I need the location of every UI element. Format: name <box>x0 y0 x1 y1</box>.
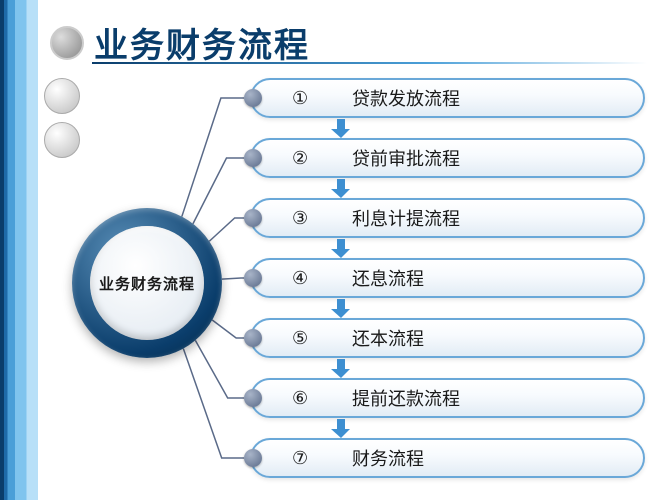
step-number: ① <box>292 88 332 109</box>
steps-list: ① 贷款发放流程 ② 贷前审批流程 ③ 利息计提流程 ④ 还息流程 ⑤ 还本流程 ⑥ 提前还款流程 ⑦财… <box>250 78 645 498</box>
hub-circle: 业务财务流程 <box>72 208 222 358</box>
side-icon-2 <box>44 122 80 158</box>
flow-arrow-icon <box>330 297 352 319</box>
title-underline <box>92 62 647 64</box>
step-pill: ① 贷款发放流程 <box>250 78 645 118</box>
page-title: 业务财务流程 <box>94 18 310 67</box>
step-label: 还本流程 <box>352 325 424 351</box>
step-pill: ⑥ 提前还款流程 <box>250 378 645 418</box>
step-label: 贷前审批流程 <box>352 145 460 171</box>
hub-label: 业务财务流程 <box>99 273 195 294</box>
step-row-4: ④ 还息流程 <box>250 258 645 298</box>
step-label: 财务流程 <box>352 445 424 471</box>
step-pill: ⑦ 财务流程 <box>250 438 645 478</box>
step-row-1: ① 贷款发放流程 <box>250 78 645 118</box>
flow-arrow-icon <box>330 177 352 199</box>
title-icon <box>50 26 84 60</box>
hub-inner-circle: 业务财务流程 <box>90 226 204 340</box>
step-number: ② <box>292 148 332 169</box>
step-number: ⑦ <box>292 448 332 469</box>
step-row-5: ⑤ 还本流程 <box>250 318 645 358</box>
step-row-6: ⑥ 提前还款流程 <box>250 378 645 418</box>
step-label: 提前还款流程 <box>352 385 460 411</box>
step-row-3: ③ 利息计提流程 <box>250 198 645 238</box>
flow-arrow-icon <box>330 237 352 259</box>
step-dot <box>244 149 262 167</box>
step-pill: ② 贷前审批流程 <box>250 138 645 178</box>
flow-arrow-icon <box>330 117 352 139</box>
step-number: ⑥ <box>292 388 332 409</box>
step-number: ③ <box>292 208 332 229</box>
step-dot <box>244 329 262 347</box>
step-number: ④ <box>292 268 332 289</box>
step-pill: ④ 还息流程 <box>250 258 645 298</box>
left-accent-stripe <box>0 0 38 500</box>
side-icon-1 <box>44 78 80 114</box>
title-row: 业务财务流程 <box>50 18 310 67</box>
step-dot <box>244 269 262 287</box>
flow-arrow-icon <box>330 357 352 379</box>
step-pill: ③ 利息计提流程 <box>250 198 645 238</box>
step-row-2: ② 贷前审批流程 <box>250 138 645 178</box>
step-label: 利息计提流程 <box>352 205 460 231</box>
side-icons <box>44 78 80 158</box>
step-dot <box>244 209 262 227</box>
flow-arrow-icon <box>330 417 352 439</box>
step-pill: ⑤ 还本流程 <box>250 318 645 358</box>
step-number: ⑤ <box>292 328 332 349</box>
step-dot <box>244 449 262 467</box>
step-label: 还息流程 <box>352 265 424 291</box>
step-dot <box>244 89 262 107</box>
step-row-7: ⑦ 财务流程 <box>250 438 645 478</box>
step-label: 贷款发放流程 <box>352 85 460 111</box>
step-dot <box>244 389 262 407</box>
